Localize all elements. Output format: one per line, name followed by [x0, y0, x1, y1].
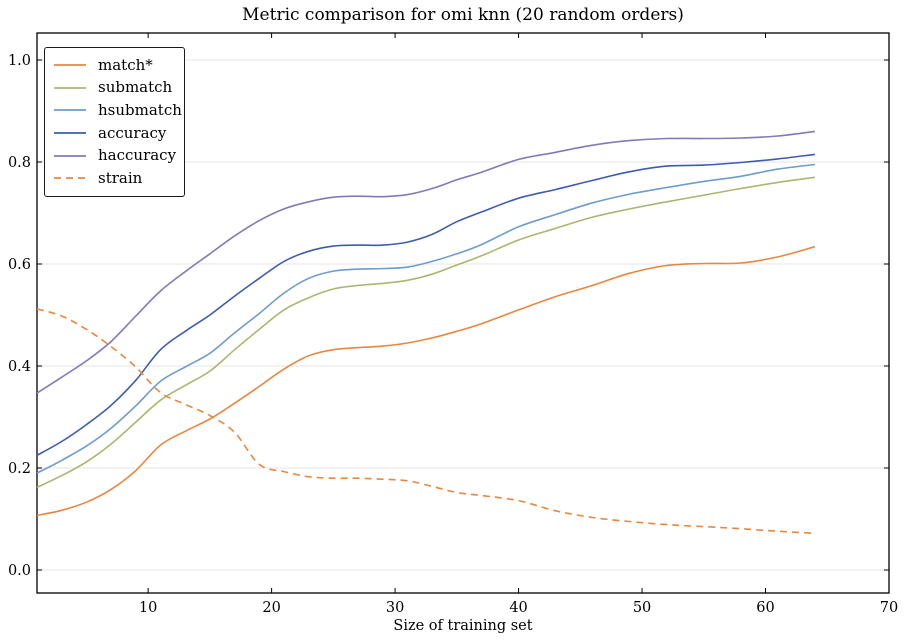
legend-item-submatch: submatch [54, 77, 184, 100]
x-tick-label: 40 [509, 600, 527, 616]
legend-label: accuracy [98, 123, 167, 142]
legend-line-swatch-icon [54, 132, 86, 134]
series-line-strain [36, 308, 815, 535]
legend: match* submatch hsubmatch accuracy haccuracy… [44, 47, 185, 197]
x-tick-label: 70 [880, 600, 898, 616]
y-tick-label: 0.6 [8, 257, 31, 273]
legend-label: hsubmatch [98, 100, 182, 119]
legend-line-swatch-icon [54, 64, 86, 67]
series-line-haccuracy [36, 130, 816, 394]
x-tick-label: 10 [139, 600, 157, 616]
series-line-hsubmatch [36, 163, 816, 474]
legend-line-swatch-icon [54, 177, 86, 180]
legend-item-accuracy: accuracy [54, 122, 184, 145]
series-line-match [36, 245, 816, 517]
legend-label: submatch [98, 78, 173, 97]
y-tick-label: 0.8 [8, 155, 31, 171]
x-tick-label: 20 [262, 600, 280, 616]
legend-line-swatch-icon [54, 109, 86, 112]
y-tick-label: 0.0 [8, 563, 31, 579]
legend-label: strain [98, 168, 143, 187]
x-tick-label: 30 [386, 600, 404, 616]
x-tick-label: 60 [756, 600, 774, 616]
legend-item-haccuracy: haccuracy [54, 144, 184, 167]
legend-label: haccuracy [98, 146, 177, 165]
legend-item-match: match* [54, 54, 184, 77]
legend-item-strain: strain [54, 167, 184, 190]
chart-title: Metric comparison for omi knn (20 random… [242, 5, 684, 25]
x-tick-label: 50 [633, 600, 651, 616]
plot-border [36, 32, 890, 594]
y-tick-label: 0.2 [8, 461, 31, 477]
x-axis-label: Size of training set [393, 618, 533, 634]
legend-label: match* [98, 55, 153, 74]
series-line-submatch [36, 176, 816, 489]
legend-line-swatch-icon [54, 86, 86, 89]
y-tick-label: 1.0 [8, 53, 31, 69]
legend-item-hsubmatch: hsubmatch [54, 99, 184, 122]
series-line-accuracy [36, 153, 815, 456]
y-tick-label: 0.4 [8, 359, 31, 375]
legend-line-swatch-icon [54, 154, 86, 157]
